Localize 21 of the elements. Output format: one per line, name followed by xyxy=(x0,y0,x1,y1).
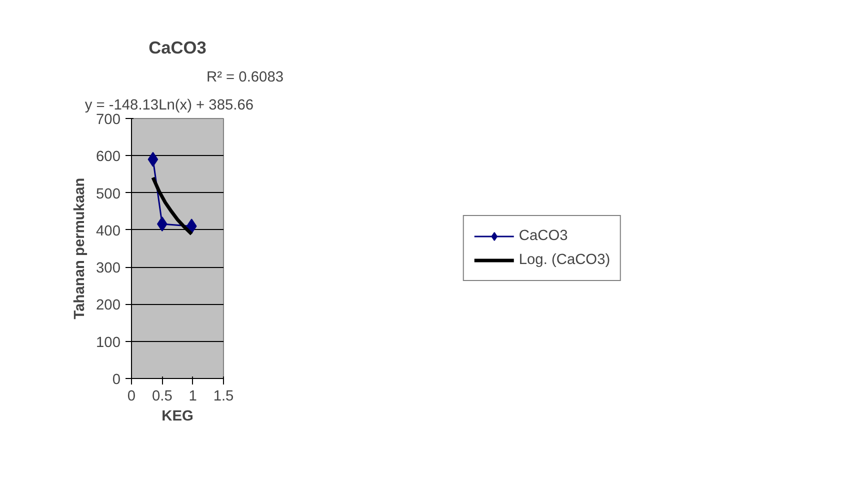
y-tick-label: 300 xyxy=(96,260,121,277)
y-tick-label: 700 xyxy=(96,112,121,128)
y-tick-label: 100 xyxy=(96,334,121,351)
x-tick-label: 1 xyxy=(188,388,197,404)
y-tick-label: 400 xyxy=(96,223,121,240)
x-axis-title: KEG xyxy=(162,408,194,424)
y-tick-label: 600 xyxy=(96,149,121,166)
point xyxy=(186,218,197,234)
x-tick-label: 0.5 xyxy=(152,388,172,404)
legend-label: Log. (CaCO3) xyxy=(518,252,610,268)
chart-title: CaCO3 xyxy=(148,38,207,58)
y-tick-label: 0 xyxy=(112,372,121,388)
y-axis-title: Tahanan permukaan xyxy=(72,178,88,320)
x-tick-label: 1.5 xyxy=(213,388,234,404)
text: y = -148.13Ln(x) + 385.66 xyxy=(84,98,254,114)
y-tick-label: 500 xyxy=(96,186,121,202)
y-tick-label: 200 xyxy=(96,298,121,314)
point xyxy=(148,152,158,167)
x-tick-label: 0 xyxy=(127,388,136,404)
text: R² = 0.6083 xyxy=(206,70,284,86)
legend-label: CaCO3 xyxy=(518,228,568,244)
